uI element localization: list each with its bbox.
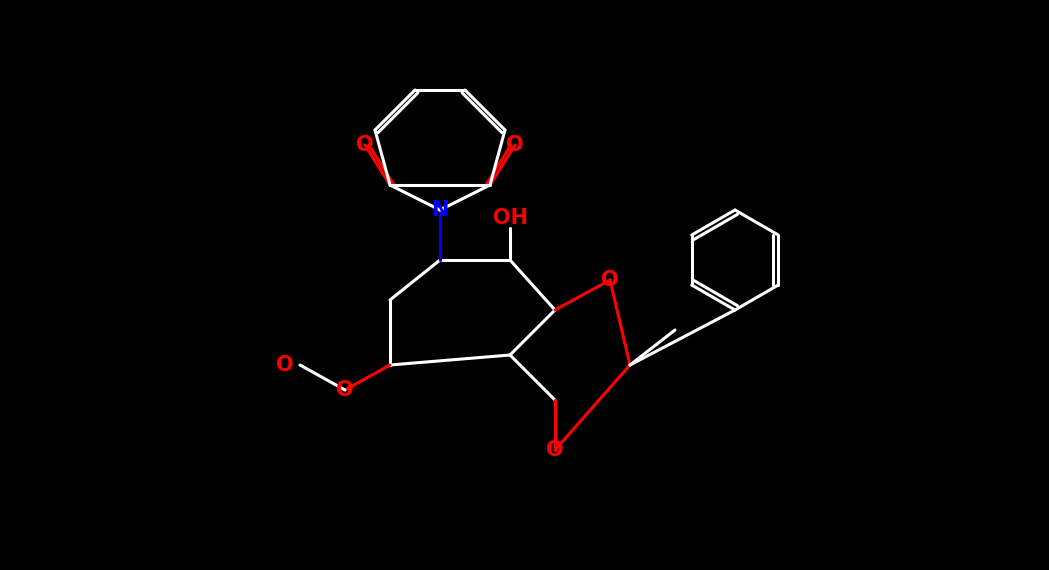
Text: O: O bbox=[547, 440, 563, 460]
Text: OH: OH bbox=[492, 208, 528, 228]
Text: O: O bbox=[336, 380, 354, 400]
Text: N: N bbox=[431, 200, 449, 220]
Text: O: O bbox=[507, 135, 523, 155]
Text: O: O bbox=[276, 355, 294, 375]
Text: O: O bbox=[357, 135, 373, 155]
Text: O: O bbox=[601, 270, 619, 290]
